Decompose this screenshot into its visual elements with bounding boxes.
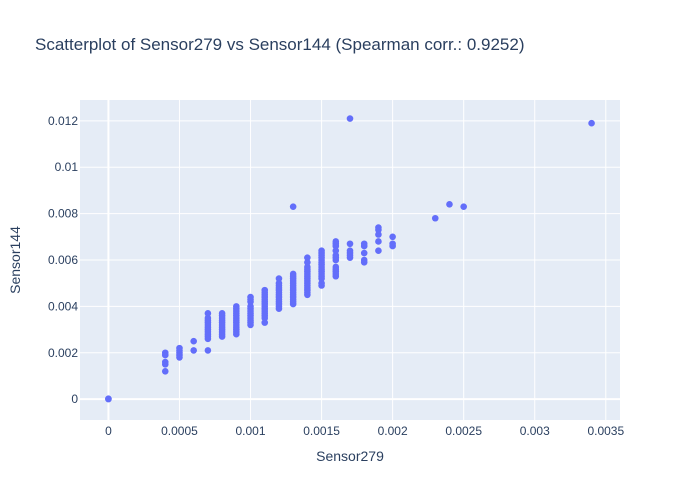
x-tick-label: 0.0025 xyxy=(445,424,482,438)
data-point xyxy=(360,249,368,257)
y-axis-title: Sensor144 xyxy=(7,226,23,294)
data-point xyxy=(346,247,354,255)
data-point xyxy=(275,279,283,287)
x-tick-label: 0.001 xyxy=(236,424,266,438)
data-point xyxy=(304,254,311,261)
data-point xyxy=(332,252,340,259)
data-point xyxy=(431,214,439,222)
data-point xyxy=(233,303,240,310)
data-point xyxy=(375,247,382,255)
data-point xyxy=(460,203,467,210)
y-tick-label: 0.006 xyxy=(48,253,78,267)
data-point xyxy=(289,270,297,278)
data-point xyxy=(318,247,325,255)
x-tick-label: 0.0005 xyxy=(161,424,198,438)
y-tick-label: 0.004 xyxy=(48,299,78,313)
data-point xyxy=(375,238,382,245)
data-points xyxy=(105,115,595,403)
data-point xyxy=(304,259,311,266)
data-point xyxy=(204,314,212,322)
data-point xyxy=(261,319,269,326)
data-point xyxy=(204,310,212,317)
data-point xyxy=(218,310,226,317)
data-point xyxy=(204,347,212,354)
y-tick-label: 0.01 xyxy=(55,160,79,174)
data-point xyxy=(332,238,340,245)
y-tick-label: 0.012 xyxy=(48,114,78,128)
x-axis-title: Sensor279 xyxy=(316,448,384,464)
x-tick-label: 0.002 xyxy=(378,424,408,438)
chart-title: Scatterplot of Sensor279 vs Sensor144 (S… xyxy=(35,35,525,54)
y-tick-label: 0.002 xyxy=(48,346,78,360)
data-point xyxy=(332,247,340,255)
x-tick-label: 0.0035 xyxy=(587,424,624,438)
data-point xyxy=(161,368,169,375)
data-point xyxy=(360,256,368,264)
data-point xyxy=(161,349,169,357)
data-point xyxy=(346,115,354,122)
data-point xyxy=(289,203,297,210)
data-point xyxy=(247,303,254,310)
data-point xyxy=(588,119,595,127)
data-point xyxy=(360,240,368,248)
data-point xyxy=(318,279,325,287)
data-point xyxy=(375,231,382,238)
data-point xyxy=(247,293,254,301)
data-point xyxy=(161,358,169,366)
y-tick-label: 0 xyxy=(71,392,78,406)
data-point xyxy=(105,395,112,402)
data-point xyxy=(275,275,283,282)
data-point xyxy=(176,344,183,352)
data-point xyxy=(446,201,453,208)
data-point xyxy=(190,347,197,354)
data-point xyxy=(389,233,396,241)
y-tick-label: 0.008 xyxy=(48,207,78,221)
x-tick-label: 0.0015 xyxy=(303,424,340,438)
data-point xyxy=(389,240,396,248)
data-point xyxy=(190,337,197,345)
data-point xyxy=(346,240,354,248)
y-tick-labels: 0 0.002 0.004 0.006 0.008 0.01 0.012 xyxy=(48,114,78,406)
x-tick-label: 0.003 xyxy=(520,424,550,438)
data-point xyxy=(261,286,269,294)
x-tick-labels: 0 0.0005 0.001 0.0015 0.002 0.0025 0.003 0.0035 xyxy=(105,424,624,438)
x-tick-label: 0 xyxy=(105,424,112,438)
data-point xyxy=(375,224,382,231)
data-point xyxy=(304,263,311,271)
data-point xyxy=(332,263,340,271)
